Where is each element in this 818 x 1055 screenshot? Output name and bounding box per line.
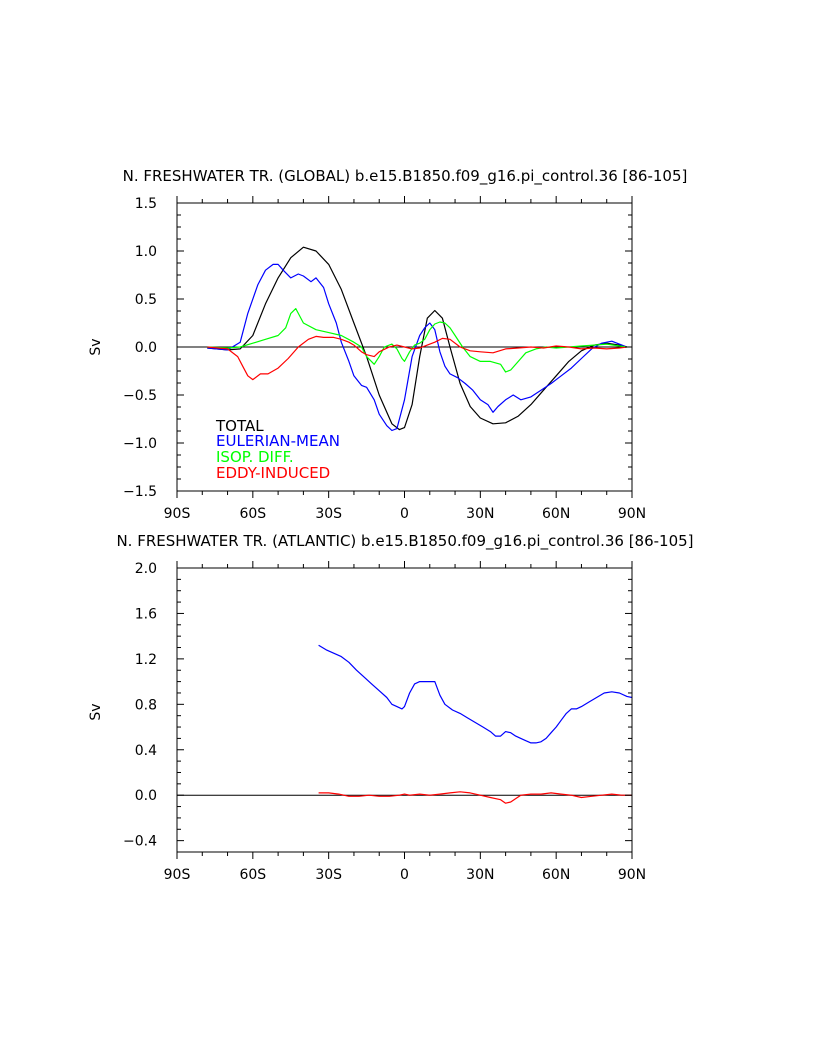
x-tick-label: 90N bbox=[618, 867, 646, 883]
x-tick-label: 0 bbox=[400, 506, 409, 522]
y-tick-label: 0.8 bbox=[135, 697, 157, 713]
y-tick-label: 0.0 bbox=[135, 340, 157, 356]
y-tick-label: 1.6 bbox=[135, 606, 157, 622]
series-line-eulerian-mean bbox=[318, 644, 633, 744]
x-tick-label: 90S bbox=[164, 506, 191, 522]
y-tick-label: −1.0 bbox=[123, 436, 157, 452]
x-tick-label: 60S bbox=[239, 867, 266, 883]
global-panel: N. FRESHWATER TR. (GLOBAL) b.e15.B1850.f… bbox=[88, 167, 687, 522]
legend-eulerian-mean: EULERIAN-MEAN bbox=[216, 432, 340, 450]
atlantic-y-label: Sv bbox=[88, 703, 104, 720]
x-tick-label: 30S bbox=[315, 867, 342, 883]
x-tick-label: 30N bbox=[466, 867, 494, 883]
y-tick-label: 0.4 bbox=[135, 743, 157, 759]
global-plot-area: 90S 60S 30S 0 30N 60N 90N −1.5 −1.0 −0.5 0.0 0.5 1.0… bbox=[123, 196, 646, 522]
y-tick-label: 1.5 bbox=[135, 196, 157, 212]
legend-total: TOTAL bbox=[215, 417, 264, 435]
legend-isop-diff: ISOP. DIFF. bbox=[216, 448, 294, 466]
series-line-isop-diff bbox=[207, 308, 627, 373]
x-tick-label: 90S bbox=[164, 867, 191, 883]
series-line-eddy-induced bbox=[207, 335, 627, 381]
y-tick-label: 0.5 bbox=[135, 292, 157, 308]
x-tick-label: 60N bbox=[542, 506, 570, 522]
atlantic-panel: N. FRESHWATER TR. (ATLANTIC) b.e15.B1850… bbox=[88, 532, 694, 883]
y-tick-label: −0.4 bbox=[123, 834, 157, 850]
global-title: N. FRESHWATER TR. (GLOBAL) b.e15.B1850.f… bbox=[123, 167, 688, 186]
x-tick-label: 60N bbox=[542, 867, 570, 883]
x-tick-label: 30S bbox=[315, 506, 342, 522]
y-tick-label: −1.5 bbox=[123, 484, 157, 500]
atlantic-title: N. FRESHWATER TR. (ATLANTIC) b.e15.B1850… bbox=[116, 532, 693, 551]
x-tick-label: 30N bbox=[466, 506, 494, 522]
legend-eddy-induced: EDDY-INDUCED bbox=[216, 464, 330, 482]
series-line-eulerian-mean bbox=[207, 263, 628, 432]
series-line-eddy-induced bbox=[318, 791, 632, 804]
x-tick-label: 0 bbox=[400, 867, 409, 883]
y-tick-label: 1.2 bbox=[135, 652, 157, 668]
y-tick-label: 0.0 bbox=[135, 788, 157, 804]
atlantic-plot-area: 90S 60S 30S 0 30N 60N 90N −0.4 0.0 0.4 0.8 1.2 1.6 2.… bbox=[123, 561, 646, 883]
y-tick-label: −0.5 bbox=[123, 388, 157, 404]
series-line-total bbox=[207, 246, 628, 431]
global-legend: TOTAL EULERIAN-MEAN ISOP. DIFF. EDDY-IND… bbox=[215, 417, 340, 482]
global-y-label: Sv bbox=[88, 338, 104, 355]
x-tick-label: 90N bbox=[618, 506, 646, 522]
y-tick-label: 1.0 bbox=[135, 244, 157, 260]
y-tick-label: 2.0 bbox=[135, 561, 157, 577]
x-tick-label: 60S bbox=[239, 506, 266, 522]
